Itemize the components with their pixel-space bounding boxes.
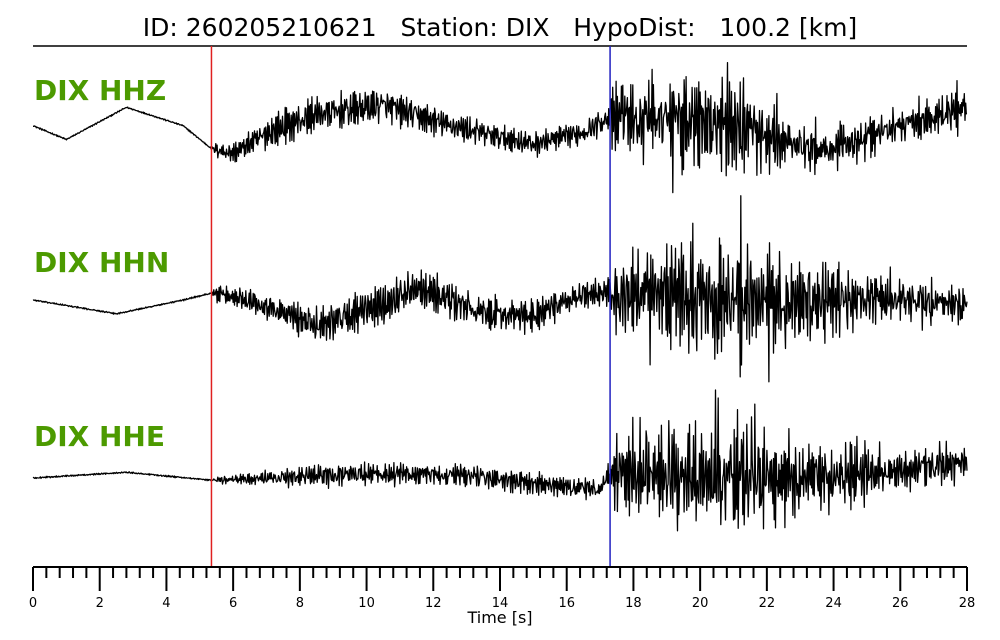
x-tick-label: 10 [358,596,375,611]
x-tick-label: 18 [625,596,642,611]
trace-group [32,61,968,532]
waveform-trace-dix-hhz [33,61,968,194]
x-tick-label: 16 [558,596,575,611]
x-tick-label: 12 [425,596,442,611]
x-tick-label: 26 [892,596,909,611]
x-tick-label: 20 [692,596,709,611]
waveform-trace-dix-hhn [32,195,968,383]
channel-label: DIX HHE [34,420,165,453]
x-tick-label: 4 [162,596,170,611]
x-tick-label: 14 [492,596,509,611]
channel-label: DIX HHN [34,246,169,279]
channel-label: DIX HHZ [34,74,166,107]
channel-label-group: DIX HHZ DIX HHN DIX HHE [34,74,169,453]
x-axis-label: Time [s] [466,608,532,627]
x-tick-label: 28 [959,596,976,611]
x-tick-label: 22 [759,596,776,611]
x-tick-label: 24 [825,596,842,611]
x-tick-label: 8 [296,596,304,611]
waveform-trace-dix-hhe [32,389,968,532]
x-tick-label: 2 [96,596,104,611]
x-tick-label: 6 [229,596,237,611]
x-tick-label: 0 [29,596,37,611]
chart-title: ID: 260205210621 Station: DIX HypoDist: … [143,13,857,42]
time-axis: 0 2 4 6 8 10 12 14 16 18 20 22 24 26 28 [29,566,976,611]
